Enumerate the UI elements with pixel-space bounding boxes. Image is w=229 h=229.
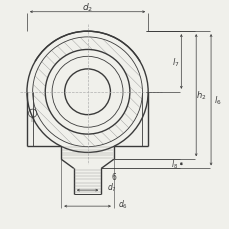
Text: $d_2$: $d_2$	[82, 1, 93, 14]
Text: $d_7$: $d_7$	[106, 181, 116, 193]
Text: $l_8$: $l_8$	[170, 158, 177, 170]
Text: $h_2$: $h_2$	[195, 90, 206, 102]
Text: $d_6$: $d_6$	[118, 197, 128, 210]
Text: $l_7$: $l_7$	[171, 56, 179, 68]
Text: 6: 6	[111, 172, 116, 181]
Text: $l_6$: $l_6$	[213, 94, 220, 106]
